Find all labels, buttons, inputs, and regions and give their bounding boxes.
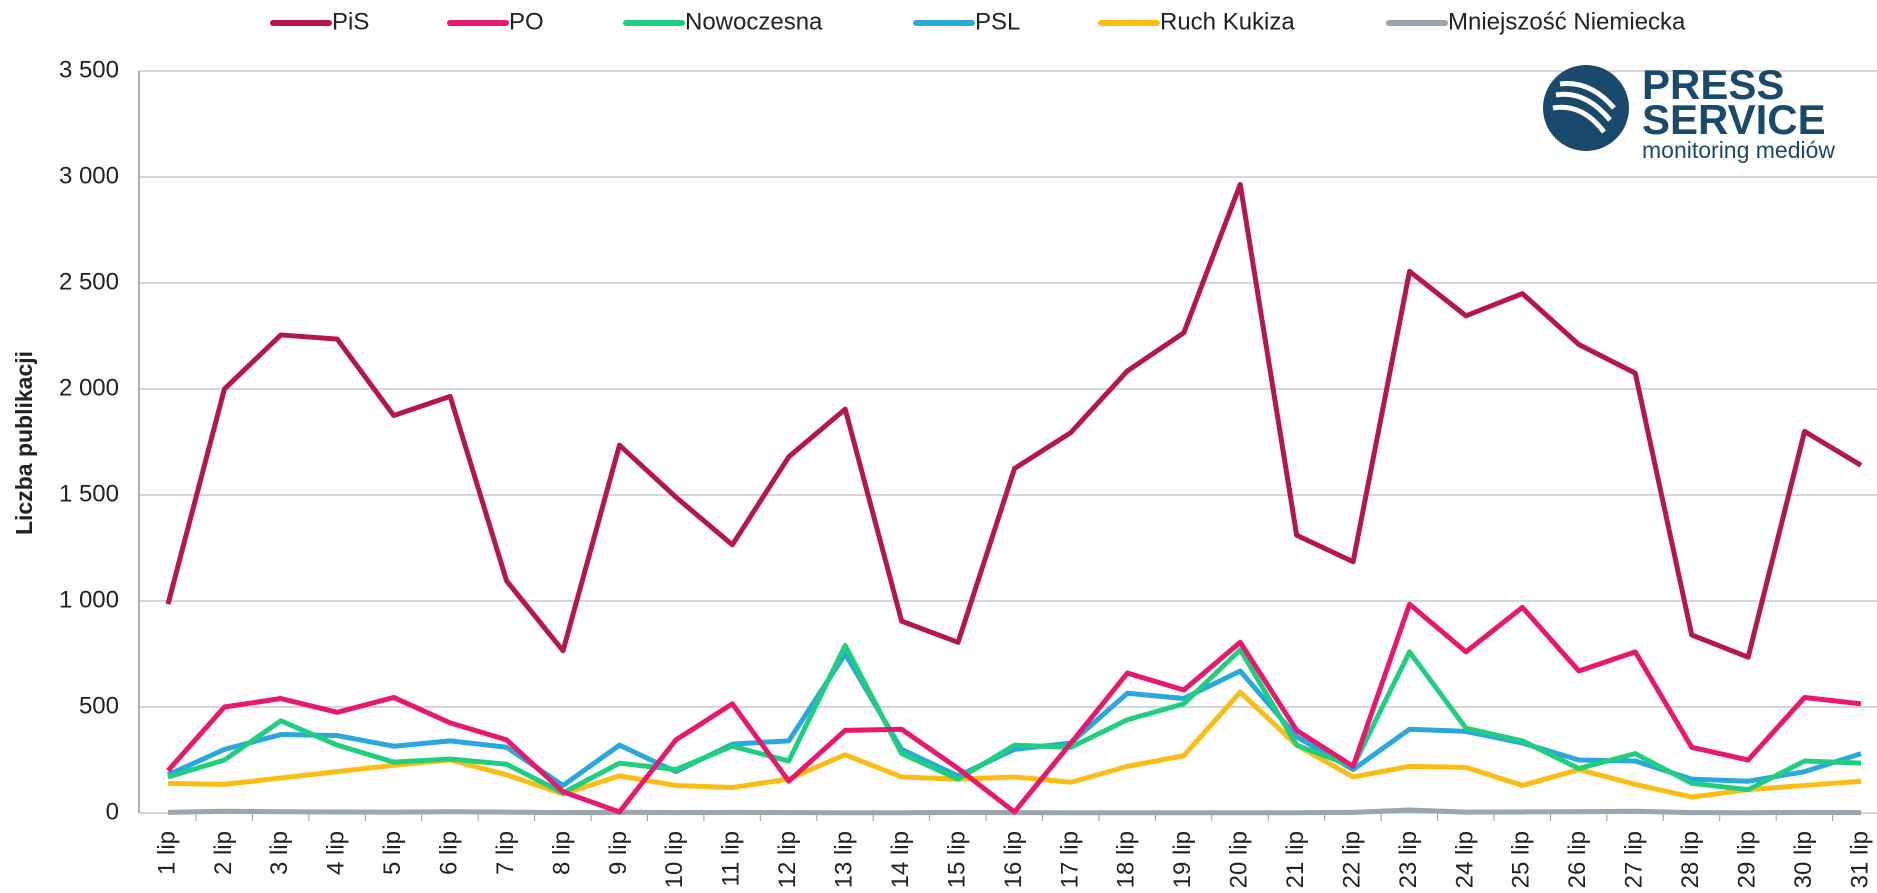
x-tick-label: 12 lip xyxy=(774,831,801,888)
x-tick-label: 16 lip xyxy=(1000,831,1027,888)
x-tick-label: 28 lip xyxy=(1677,831,1704,888)
logo-swoosh xyxy=(1552,81,1616,134)
y-tick-label: 2 000 xyxy=(59,374,119,401)
x-tick-label: 6 lip xyxy=(436,831,463,875)
x-tick-label: 8 lip xyxy=(548,831,575,875)
legend-label: PO xyxy=(509,8,544,35)
legend-label: PSL xyxy=(975,8,1020,35)
y-tick-label: 3 000 xyxy=(59,162,119,189)
series-line xyxy=(167,643,1862,796)
legend-label: Nowoczesna xyxy=(685,8,823,35)
logo-text: monitoring mediów xyxy=(1642,137,1835,163)
x-tick-label: 14 lip xyxy=(887,831,914,888)
y-tick-label: 500 xyxy=(79,692,119,719)
x-tick-label: 1 lip xyxy=(153,831,180,875)
x-tick-label: 31 lip xyxy=(1846,831,1873,888)
x-tick-label: 10 lip xyxy=(661,831,688,888)
y-axis-label: Liczba publikacji xyxy=(11,351,37,535)
series-line xyxy=(165,181,1863,660)
logo: PRESS SERVICE monitoring mediów xyxy=(1543,61,1835,163)
x-tick-label: 2 lip xyxy=(210,831,237,875)
x-tick-label: 25 lip xyxy=(1508,831,1535,888)
legend-label: Mniejszość Niemiecka xyxy=(1448,8,1686,35)
x-tick-label: 7 lip xyxy=(492,831,519,875)
x-tick-label: 18 lip xyxy=(1113,831,1140,888)
x-tick-label: 17 lip xyxy=(1056,831,1083,888)
x-tick-label: 15 lip xyxy=(943,831,970,888)
y-tick-label: 2 500 xyxy=(59,268,119,295)
x-tick-label: 9 lip xyxy=(605,831,632,875)
x-tick-label: 4 lip xyxy=(323,831,350,875)
x-tick-label: 23 lip xyxy=(1395,831,1422,888)
x-tick-label: 21 lip xyxy=(1282,831,1309,888)
legend-label: Ruch Kukiza xyxy=(1160,8,1295,35)
x-tick-label: 27 lip xyxy=(1621,831,1648,888)
x-tick-label: 11 lip xyxy=(718,831,745,887)
x-tick-label: 30 lip xyxy=(1790,831,1817,888)
y-tick-label: 3 500 xyxy=(59,56,119,83)
x-tick-label: 29 lip xyxy=(1733,831,1760,888)
x-tick-label: 22 lip xyxy=(1338,831,1365,888)
x-tick-label: 26 lip xyxy=(1564,831,1591,888)
x-tick-label: 20 lip xyxy=(1226,831,1253,888)
x-tick-label: 24 lip xyxy=(1451,831,1478,888)
y-tick-label: 1 500 xyxy=(59,480,119,507)
logo-circle xyxy=(1543,65,1629,151)
y-tick-label: 1 000 xyxy=(59,586,119,613)
logo-text: PRESS xyxy=(1642,61,1784,108)
x-tick-label: 3 lip xyxy=(266,831,293,875)
series-line xyxy=(166,651,1862,788)
x-tick-label: 13 lip xyxy=(831,831,858,888)
x-tick-label: 5 lip xyxy=(379,831,406,875)
x-tick-label: 19 lip xyxy=(1169,831,1196,888)
y-tick-label: 0 xyxy=(106,798,119,825)
series-line xyxy=(166,601,1862,815)
logo-text: SERVICE xyxy=(1642,96,1826,143)
legend-label: PiS xyxy=(332,8,369,35)
